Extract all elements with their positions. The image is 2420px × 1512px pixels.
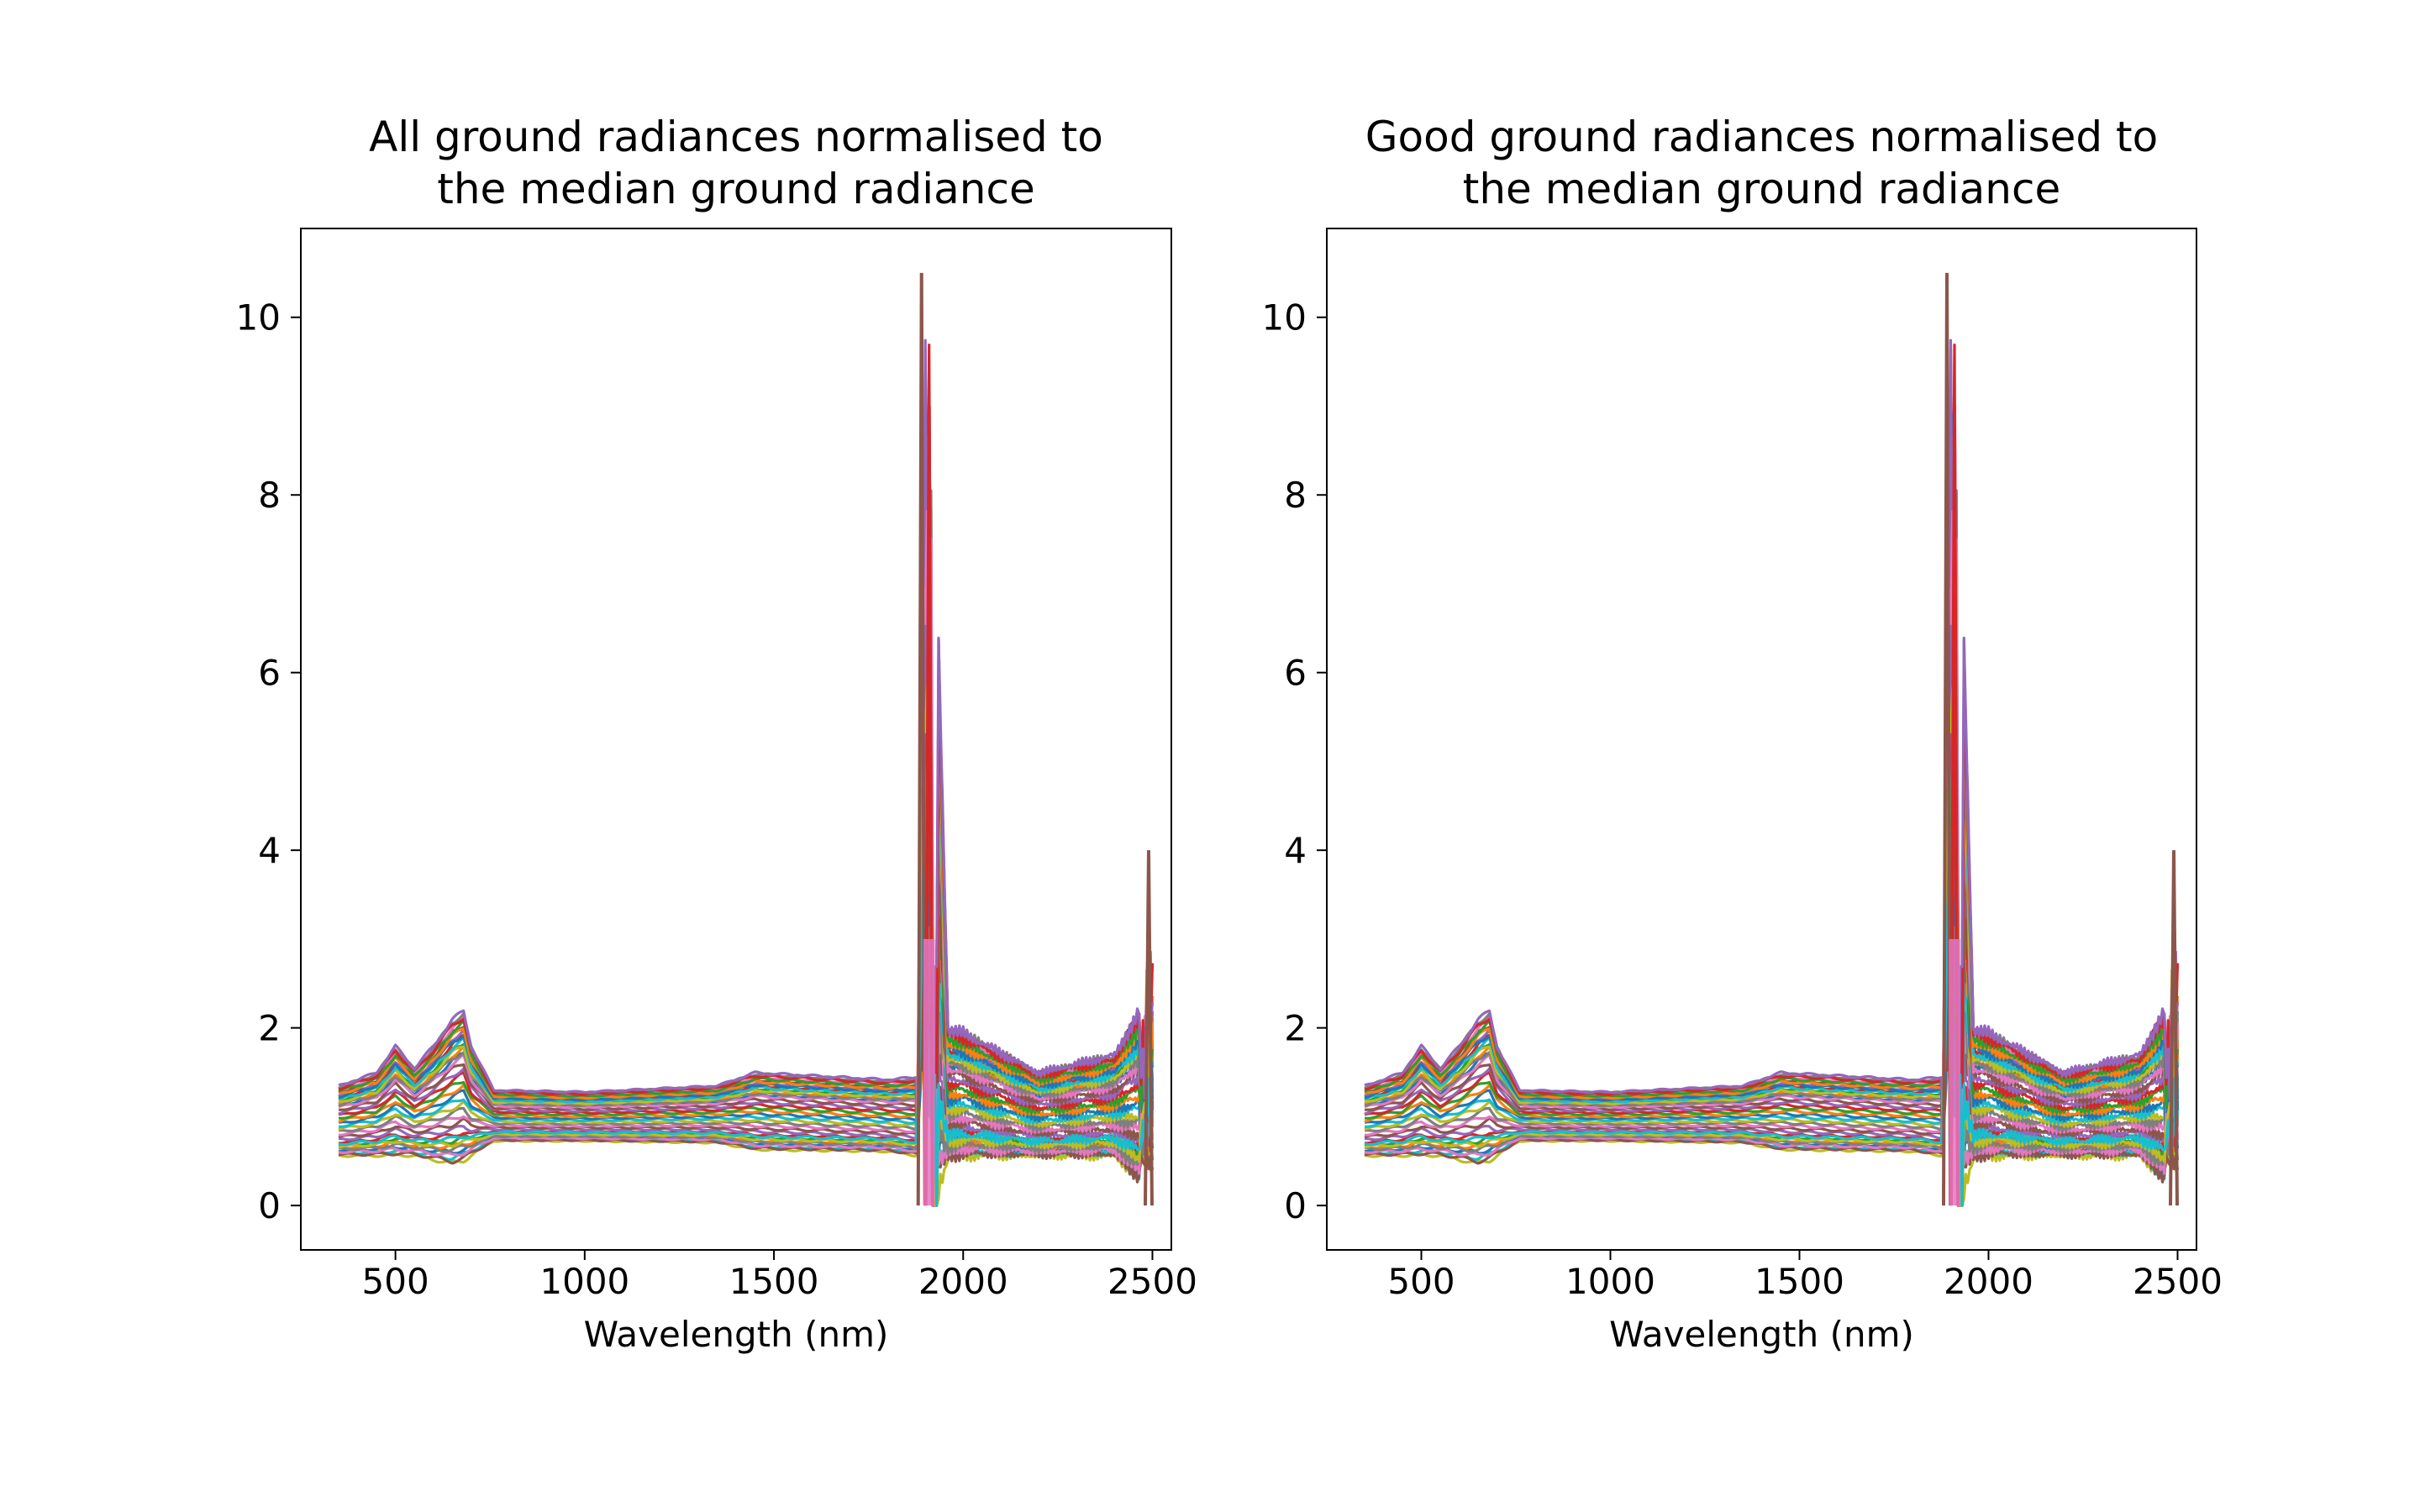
series-line	[338, 676, 1154, 1207]
series-line	[338, 822, 1155, 1207]
series-line	[1364, 606, 2180, 1207]
peak-line	[923, 406, 934, 1206]
right-subplot: 500 1000 1500 2000 2500 0 2 4 6 8 10 Wavelength (nm…	[1262, 113, 2223, 1355]
x-tick-label: 1500	[1754, 1261, 1844, 1302]
peak-line	[1949, 406, 1960, 1206]
absorption-band	[1949, 938, 1960, 1206]
x-axis-label: Wavelength (nm)	[1609, 1314, 1914, 1355]
series-line	[338, 832, 1155, 1207]
y-tick-label: 2	[1284, 1008, 1307, 1049]
x-tick-label: 500	[1387, 1261, 1455, 1302]
x-tick-label: 2000	[1944, 1261, 2033, 1302]
series-line	[1364, 676, 2179, 1207]
series-line	[338, 606, 1155, 1207]
y-tick-label: 2	[258, 1008, 281, 1049]
peak-line	[2169, 850, 2179, 1206]
series-line	[1364, 339, 2180, 1207]
chart-title-line: All ground radiances normalised to	[369, 113, 1103, 161]
series-line	[1364, 654, 2180, 1207]
chart-title-line: Good ground radiances normalised to	[1365, 113, 2158, 161]
y-tick-label: 6	[1284, 653, 1307, 694]
series-line	[338, 991, 1155, 1207]
chart-title: Good ground radiances normalised to the m…	[1365, 113, 2158, 213]
left-subplot: 500 1000 1500 2000 2500 0 2 4 6 8 10 Wavelength (nm…	[236, 113, 1197, 1355]
y-tick-label: 8	[258, 475, 281, 516]
series-line	[1364, 822, 2180, 1207]
y-tick-label: 4	[1284, 830, 1307, 871]
series-line	[338, 489, 1155, 1207]
peak-line	[1143, 850, 1154, 1206]
x-tick-label: 2500	[2133, 1261, 2223, 1302]
series-line	[338, 500, 1155, 1207]
series-line	[1364, 787, 2180, 1207]
x-tick-label: 500	[362, 1261, 429, 1302]
x-tick-label: 1500	[729, 1261, 819, 1302]
y-tick-label: 0	[1284, 1185, 1307, 1226]
y-tick-label: 8	[1284, 475, 1307, 516]
chart-title: All ground radiances normalised to the me…	[369, 113, 1103, 213]
series-line	[1364, 991, 2180, 1207]
series-lines	[338, 272, 1155, 1207]
series-line	[1364, 859, 2180, 1207]
y-tick-label: 10	[236, 297, 281, 339]
y-tick-label: 10	[1262, 297, 1307, 339]
series-line	[338, 654, 1155, 1207]
x-axis-label: Wavelength (nm)	[584, 1314, 889, 1355]
peak-line	[1942, 272, 1952, 1206]
x-tick-label: 1000	[539, 1261, 629, 1302]
y-tick-label: 4	[258, 830, 281, 871]
series-line	[338, 787, 1155, 1207]
x-tick-label: 2500	[1107, 1261, 1197, 1302]
chart-title-line: the median ground radiance	[1463, 165, 2060, 213]
series-line	[338, 339, 1155, 1207]
axes-frame	[300, 228, 1172, 1251]
x-tick-label: 2000	[918, 1261, 1008, 1302]
series-line	[1364, 832, 2180, 1207]
series-line	[1364, 500, 2180, 1207]
chart-title-line: the median ground radiance	[437, 165, 1034, 213]
series-line	[1364, 489, 2180, 1207]
series-lines	[1364, 272, 2180, 1207]
peak-line	[916, 272, 927, 1206]
absorption-band	[923, 938, 935, 1206]
y-tick-label: 6	[258, 653, 281, 694]
x-tick-label: 1000	[1565, 1261, 1655, 1302]
series-line	[338, 859, 1155, 1207]
axes-frame	[1326, 228, 2197, 1251]
y-tick-label: 0	[258, 1185, 281, 1226]
